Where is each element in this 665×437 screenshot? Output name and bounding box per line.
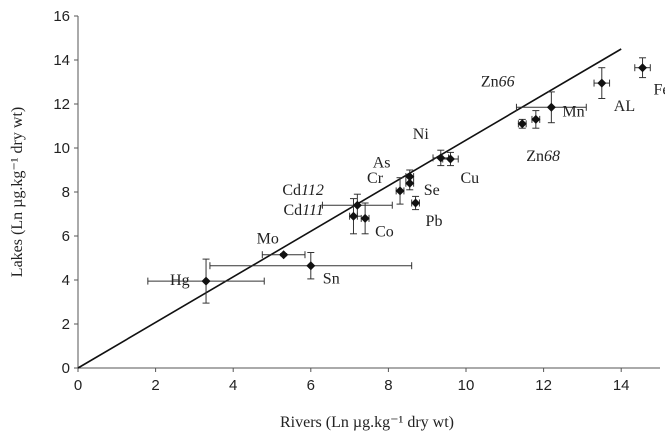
data-point-marker bbox=[279, 250, 289, 260]
point-label: Fe bbox=[654, 82, 665, 99]
y-tick-label: 10 bbox=[53, 140, 70, 157]
data-point-marker bbox=[546, 102, 556, 112]
data-point-marker bbox=[360, 213, 370, 223]
x-tick-label: 0 bbox=[74, 377, 82, 394]
point-label: Se bbox=[424, 182, 440, 199]
data-point-marker bbox=[201, 276, 211, 286]
trend-line bbox=[77, 48, 622, 369]
point-label: As bbox=[373, 155, 391, 172]
data-points bbox=[201, 63, 648, 286]
data-point-marker bbox=[411, 198, 421, 208]
point-label: AL bbox=[614, 98, 635, 115]
y-tick-label: 14 bbox=[53, 52, 70, 69]
y-axis-title: Lakes (Ln µg.kg⁻¹ dry wt) bbox=[9, 107, 26, 277]
x-tick-label: 10 bbox=[458, 377, 475, 394]
point-label: Mn bbox=[562, 103, 584, 120]
y-tick-label: 16 bbox=[53, 8, 70, 25]
y-tick-label: 8 bbox=[62, 184, 70, 201]
data-point-marker bbox=[638, 63, 648, 73]
regression-line bbox=[77, 48, 622, 369]
point-label: Mo bbox=[257, 231, 279, 248]
data-point-marker bbox=[445, 154, 455, 164]
y-tick-label: 4 bbox=[62, 272, 70, 289]
point-label: Co bbox=[375, 223, 394, 240]
data-point-marker bbox=[306, 261, 316, 271]
data-point-marker bbox=[517, 119, 527, 129]
error-bars bbox=[147, 57, 651, 304]
point-label: Zn68 bbox=[526, 148, 560, 165]
x-tick-label: 8 bbox=[384, 377, 392, 394]
x-tick-label: 14 bbox=[613, 377, 630, 394]
y-tick-label: 12 bbox=[53, 96, 70, 113]
data-point-marker bbox=[531, 114, 541, 124]
x-tick-label: 4 bbox=[229, 377, 237, 394]
point-label: Cd111 bbox=[283, 202, 323, 219]
data-point-marker bbox=[436, 153, 446, 163]
data-point-marker bbox=[395, 186, 405, 196]
point-label: Pb bbox=[426, 213, 443, 230]
tick-labels: 0 2 4 6 8 10 12 14 0 2 4 6 8 10 12 14 16 bbox=[53, 8, 629, 394]
axes bbox=[77, 16, 660, 369]
y-tick-label: 2 bbox=[62, 316, 70, 333]
point-label: Hg bbox=[170, 272, 190, 289]
data-point-marker bbox=[405, 178, 415, 188]
x-axis-title: Rivers (Ln µg.kg⁻¹ dry wt) bbox=[280, 414, 454, 431]
point-label: Cr bbox=[367, 170, 384, 187]
data-point-marker bbox=[348, 211, 358, 221]
point-label: Cu bbox=[460, 170, 479, 187]
y-tick-label: 6 bbox=[62, 228, 70, 245]
data-point-marker bbox=[405, 172, 415, 182]
point-label: Zn66 bbox=[481, 73, 515, 90]
x-tick-label: 6 bbox=[307, 377, 315, 394]
point-label: Sn bbox=[323, 271, 340, 288]
point-label: Ni bbox=[413, 126, 430, 143]
x-tick-label: 12 bbox=[535, 377, 552, 394]
x-tick-label: 2 bbox=[151, 377, 159, 394]
data-point-marker bbox=[352, 200, 362, 210]
data-point-marker bbox=[597, 78, 607, 88]
y-tick-label: 0 bbox=[62, 360, 70, 377]
point-label: Cd112 bbox=[282, 182, 323, 199]
